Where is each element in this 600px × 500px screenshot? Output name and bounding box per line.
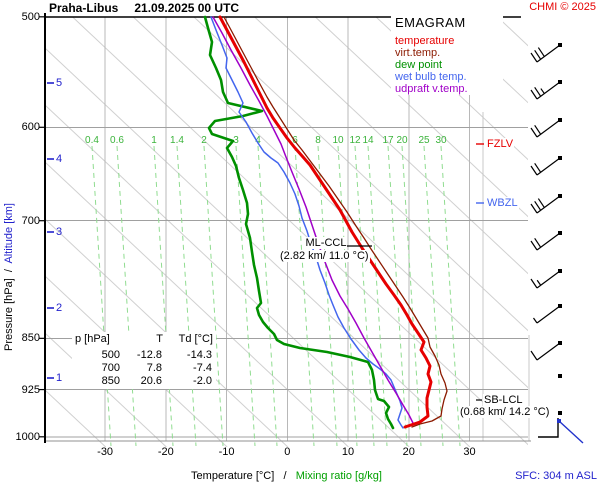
wind-barb <box>530 156 562 176</box>
mixing-ratio-label: 1 <box>151 135 157 146</box>
updraft-virtual-temperature-curve <box>212 16 414 424</box>
surface-wind-barb <box>558 420 584 444</box>
sb-lcl-label: SB-LCL <box>483 394 524 406</box>
table-cell: 850 <box>101 375 120 387</box>
table-row: 700 7.8 -7.4 <box>75 362 213 375</box>
mixing-ratio-label: 8 <box>315 135 321 146</box>
pressure-tick-label: 500 <box>21 10 40 23</box>
wind-barb <box>530 80 562 100</box>
mixing-ratio-label: 0.4 <box>85 135 99 146</box>
wind-barb <box>530 269 562 289</box>
legend-entry: virt.temp. <box>395 47 441 59</box>
pressure-tick-label: 1000 <box>15 430 40 443</box>
mixing-ratio-label: 4 <box>255 135 261 146</box>
pressure-tick-label: 600 <box>21 121 40 134</box>
temperature-tick-label: -10 <box>218 446 235 458</box>
mixing-ratio-label: 25 <box>418 135 430 146</box>
wind-barb <box>533 304 562 324</box>
mixing-ratio-label: 3 <box>233 135 239 146</box>
mixing-ratio-label: 0.6 <box>110 135 124 146</box>
mixing-ratio-label: 20 <box>396 135 408 146</box>
pressure-tick-label: 925 <box>21 383 40 396</box>
y-axis-title-altitude: Altitude [km] <box>3 203 15 264</box>
legend-entry: temperature <box>395 35 455 47</box>
temperature-curve <box>218 15 433 429</box>
table-cell: 500 <box>101 349 120 361</box>
temperature-tick-label: -30 <box>97 446 114 458</box>
mixing-ratio-label: 10 <box>332 135 344 146</box>
ml-ccl-label: ML-CCL <box>304 237 348 249</box>
x-axis-title: Temperature [°C] / Mixing ratio [g/kg] <box>191 470 382 482</box>
isotherm-gridlines <box>104 17 470 441</box>
altitude-tick-label: 5 <box>56 77 63 89</box>
copyright-notice: CHMI © 2025 <box>529 1 596 13</box>
table-header: T <box>156 333 163 345</box>
x-axis-title-mixing-ratio: Mixing ratio [g/kg] <box>295 470 382 482</box>
mixing-ratio-lines <box>91 145 461 447</box>
table-cell: -14.3 <box>186 349 212 361</box>
wind-barb <box>530 43 562 63</box>
virtual-temperature-curve <box>223 16 448 428</box>
legend: EMAGRAM temperature virt.temp. dew point we… <box>391 13 503 95</box>
table-cell: -7.4 <box>193 362 212 374</box>
table-cell: 7.8 <box>146 362 162 374</box>
legend-entry: dew point <box>395 59 443 71</box>
pressure-tick-label: 700 <box>21 214 40 227</box>
temperature-tick-label: -20 <box>157 446 174 458</box>
page-title: Praha-Libus 21.09.2025 00 UTC <box>49 1 239 15</box>
temperature-tick-label: 30 <box>463 446 476 458</box>
temperature-tick-label: 10 <box>341 446 355 458</box>
mixing-ratio-label: 30 <box>435 135 447 146</box>
table-cell: -2.0 <box>193 375 212 387</box>
mixing-ratio-label: 2 <box>201 135 207 146</box>
wet-bulb-curve <box>210 16 404 429</box>
sounding-datetime: 21.09.2025 00 UTC <box>134 1 240 15</box>
sb-lcl-detail: (0.68 km/ 14.2 °C) <box>459 406 551 418</box>
altitude-tick-label: 2 <box>56 302 63 314</box>
wind-barb <box>558 374 562 378</box>
table-row: 850 20.6 -2.0 <box>75 375 213 388</box>
altitude-tick-label: 4 <box>56 153 63 165</box>
legend-title: EMAGRAM <box>395 15 466 30</box>
wind-barb <box>530 118 562 138</box>
mixing-ratio-label: 1.4 <box>170 135 184 146</box>
legend-entry: udpraft v.temp. <box>395 83 468 95</box>
pressure-tick-label: 850 <box>21 332 40 345</box>
table-header: p [hPa] <box>75 333 110 345</box>
mixing-ratio-label: 14 <box>362 135 374 146</box>
station-name: Praha-Libus <box>49 1 119 15</box>
temperature-tick-label: 0 <box>284 446 291 458</box>
legend-entry: wet bulb temp. <box>395 71 467 83</box>
surface-info: SFC: 304 m ASL <box>515 470 597 482</box>
altitude-tick-label: 1 <box>56 372 63 384</box>
wind-barb <box>558 411 562 415</box>
x-axis-title-temperature: Temperature [°C] <box>191 470 275 482</box>
table-header: Td [°C] <box>178 333 213 345</box>
table-cell: 20.6 <box>140 375 162 387</box>
freezing-level-label: FZLV <box>486 138 515 150</box>
dew-point-curve <box>203 15 395 430</box>
table-row: 500 -12.8 -14.3 <box>75 349 213 362</box>
surface-wind-barb-dot <box>557 419 561 423</box>
table-cell: 700 <box>101 362 120 374</box>
wind-barb <box>530 231 562 251</box>
mixing-ratio-label: 12 <box>349 135 361 146</box>
wind-barb <box>530 194 562 214</box>
temperature-tick-label: 20 <box>402 446 415 458</box>
ml-ccl-detail: (2.82 km/ 11.0 °C) <box>279 250 370 262</box>
table-cell: -12.8 <box>136 349 162 361</box>
surface-level-bracket <box>538 418 559 438</box>
wet-bulb-zero-label: WBZL <box>486 197 519 209</box>
altitude-tick-label: 3 <box>56 226 63 238</box>
sounding-table: p [hPa] T Td [°C] 500 -12.8 -14.3 700 7.8 -7.4 85… <box>72 332 216 389</box>
legend-entries: temperature virt.temp. dew point wet bulb t… <box>391 35 503 95</box>
wind-barb <box>530 341 562 361</box>
mixing-ratio-label: 17 <box>382 135 394 146</box>
